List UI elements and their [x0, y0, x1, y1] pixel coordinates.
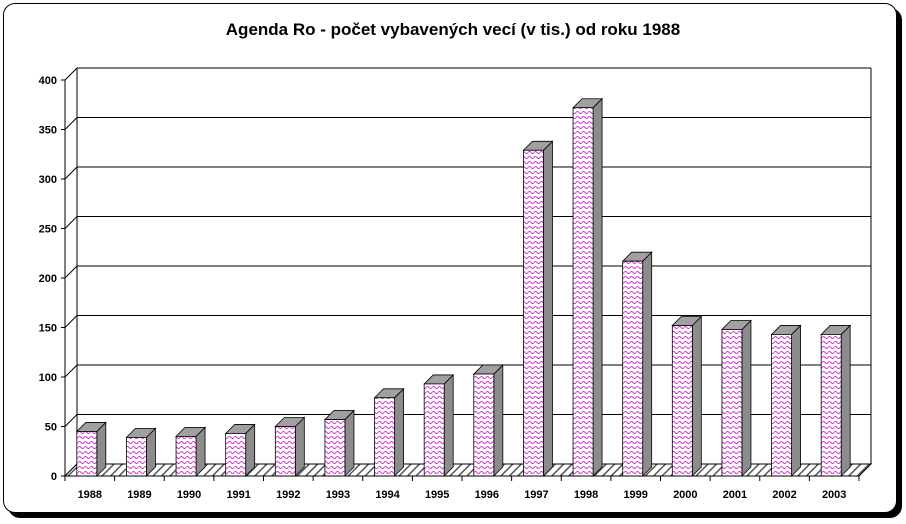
bar-2002: [771, 334, 792, 477]
bar-side-1999: [642, 251, 653, 477]
bar-1994: [374, 397, 395, 477]
x-tick-label: 2000: [673, 489, 697, 501]
chart-title: Agenda Ro - počet vybavených vecí (v tis…: [225, 20, 681, 39]
bar-2003: [820, 334, 842, 477]
x-tick-label: 1990: [177, 489, 201, 501]
x-tick-label: 1995: [425, 489, 449, 501]
bar-side-1995: [443, 373, 454, 477]
x-tick-label: 1992: [276, 489, 300, 501]
bar-1993: [324, 419, 346, 477]
y-tick-label: 50: [45, 422, 57, 434]
bar-1989: [126, 436, 147, 477]
bar-side-2002: [791, 324, 801, 477]
gridline-depth: [64, 414, 78, 427]
x-tick-label: 1996: [475, 489, 499, 501]
x-tick-label: 1989: [127, 489, 151, 501]
y-tick-label: 150: [39, 323, 57, 335]
x-tick-label: 2002: [772, 489, 796, 501]
gridline-depth: [64, 265, 78, 279]
bar-side-1994: [394, 387, 404, 477]
gridline-depth: [64, 315, 78, 328]
bar-1990: [175, 435, 197, 477]
x-tick-label: 1994: [375, 489, 400, 501]
x-tick-label: 1999: [623, 489, 647, 501]
bar-side-1992: [294, 416, 305, 477]
gridline-depth: [64, 117, 78, 130]
gridline-depth: [64, 216, 78, 229]
y-tick-label: 200: [39, 273, 57, 285]
y-tick-label: 300: [39, 174, 57, 186]
y-tick-label: 400: [39, 75, 57, 87]
bar-2000: [671, 325, 693, 477]
gridline-depth: [64, 364, 78, 378]
bar-side-2003: [840, 324, 851, 477]
y-tick-label: 250: [39, 224, 57, 236]
bar-1999: [622, 260, 644, 477]
gridline-depth: [64, 67, 78, 81]
bar-1988: [76, 431, 98, 477]
x-tick-label: 1993: [326, 489, 350, 501]
x-tick-label: 1988: [78, 489, 102, 501]
bar-1997: [523, 149, 544, 477]
bar-side-2000: [691, 315, 702, 477]
bar-1998: [572, 107, 594, 477]
x-tick-label: 1991: [226, 489, 250, 501]
bar-2001: [721, 329, 743, 477]
bar-side-1998: [592, 97, 603, 477]
bar-1991: [225, 433, 247, 477]
y-tick-label: 100: [39, 372, 57, 384]
bar-1996: [473, 373, 495, 477]
bar-side-1993: [344, 409, 355, 477]
bar-1995: [423, 383, 445, 477]
y-tick-label: 0: [51, 471, 57, 483]
y-tick-label: 350: [39, 125, 57, 137]
bar-side-1997: [543, 140, 553, 477]
x-tick-label: 2001: [723, 489, 747, 501]
bar-side-1996: [493, 364, 504, 477]
bar-1992: [274, 426, 296, 477]
gridline-depth: [64, 166, 78, 180]
bar-side-2001: [741, 319, 752, 477]
x-tick-label: 1998: [574, 489, 598, 501]
x-tick-label: 2003: [822, 489, 846, 501]
x-tick-label: 1997: [524, 489, 548, 501]
